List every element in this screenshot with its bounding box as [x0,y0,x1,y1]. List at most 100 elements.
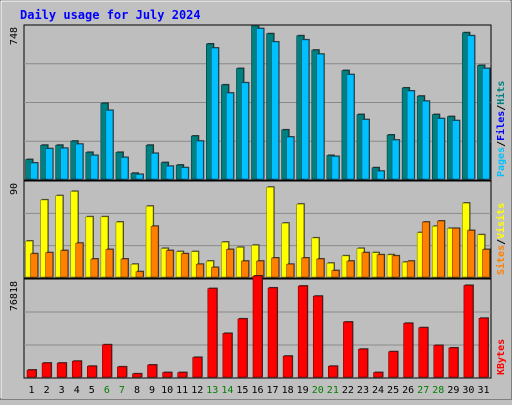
bar-kbytes-day-30 [463,285,474,378]
x-tick-label-22: 22 [342,385,354,396]
x-tick-label-21: 21 [327,385,339,396]
bar-visits-day-4 [70,191,79,278]
bar-files-day-10 [165,166,174,180]
bar-kbytes-day-19 [297,285,308,378]
x-tick-label-12: 12 [191,385,203,396]
bar-files-day-11 [180,167,189,180]
legend-entry-kbytes: KBytes [496,339,507,375]
bar-sites-day-5 [90,258,99,278]
chart-panels: 748Pages/Files/Hits90Sites/Visits76818KB… [9,24,507,379]
bar-files-day-22 [346,74,355,180]
x-tick-label-31: 31 [477,385,489,396]
bar-sites-day-21 [331,270,340,278]
bar-files-day-27 [421,100,430,180]
bar-kbytes-day-12 [192,357,203,378]
bar-sites-day-19 [301,257,309,278]
bar-files-day-24 [376,170,385,180]
bar-visits-day-3 [55,195,63,278]
x-tick-label-20: 20 [312,385,324,396]
bar-files-day-4 [75,143,84,180]
bar-files-day-17 [271,41,279,180]
bar-sites-day-17 [271,257,279,278]
panel-visits-ymax-label: 90 [9,183,20,195]
bar-files-day-1 [30,162,38,180]
legend-entry-visits: Visits [495,203,507,239]
bar-visits-day-17 [266,186,274,278]
bar-kbytes-day-21 [328,365,338,378]
bar-kbytes-day-10 [162,372,172,378]
panel-hits-ymax-label: 748 [9,27,20,45]
bar-sites-day-3 [60,250,68,278]
bar-files-day-3 [60,148,68,180]
x-tick-label-3: 3 [59,385,65,396]
bar-sites-day-18 [286,264,294,278]
bar-sites-day-8 [135,271,144,278]
legend-entry-files: Files [495,111,507,141]
bar-sites-day-27 [421,221,430,278]
bar-files-day-25 [391,139,400,180]
bar-kbytes-day-31 [478,317,489,378]
bar-kbytes-day-20 [312,295,323,378]
x-tick-label-7: 7 [119,385,125,396]
bar-files-day-31 [482,68,490,180]
bar-visits-day-8 [130,264,139,278]
bar-sites-day-26 [406,260,415,278]
bar-kbytes-day-27 [418,327,429,378]
bar-files-day-14 [226,92,234,180]
bar-kbytes-day-15 [237,318,248,378]
bar-visits-day-7 [115,221,124,278]
bar-visits-day-5 [85,216,94,278]
panel-visits: 90 Sites/Visits [9,180,507,279]
x-tick-label-17: 17 [267,385,279,396]
bar-kbytes-day-29 [448,347,459,378]
legend-entry-separator: / [496,105,507,111]
bar-sites-day-20 [316,258,325,278]
bar-sites-day-31 [482,249,490,278]
bar-kbytes-day-11 [177,372,187,378]
bar-sites-day-23 [361,252,370,278]
bar-files-day-18 [286,136,294,180]
panel-kbytes-ymax-label: 76818 [9,281,20,311]
bar-sites-day-11 [180,253,189,278]
bar-kbytes-day-1 [26,369,37,378]
bar-sites-day-2 [45,252,53,278]
bar-kbytes-day-6 [102,344,112,378]
bar-sites-day-28 [436,220,445,278]
bar-files-day-8 [135,174,144,180]
x-tick-label-25: 25 [387,385,399,396]
x-tick-label-27: 27 [417,385,429,396]
bar-kbytes-day-17 [267,287,278,378]
panel-visits-legend: Sites/Visits [495,203,507,275]
bar-sites-day-13 [211,267,219,278]
bar-files-day-7 [120,157,129,180]
bar-kbytes-day-3 [56,362,67,378]
x-tick-label-23: 23 [357,385,369,396]
bar-files-day-15 [241,82,249,180]
bar-kbytes-day-9 [147,364,157,378]
x-tick-label-4: 4 [74,385,80,396]
legend-entry-pages: Pages [496,147,507,177]
bar-visits-day-20 [311,237,320,278]
bar-files-day-23 [361,119,370,180]
bar-kbytes-day-7 [117,366,127,378]
bar-sites-day-22 [346,260,355,278]
bar-sites-day-10 [165,250,174,278]
bar-files-day-30 [467,35,475,180]
bar-visits-day-6 [100,216,109,278]
x-tick-label-14: 14 [221,385,233,396]
bar-files-day-9 [150,153,159,180]
bar-sites-day-24 [376,254,385,278]
x-tick-label-1: 1 [29,385,35,396]
bar-files-day-28 [436,118,445,180]
bar-files-day-16 [256,28,264,180]
bar-sites-day-29 [452,228,460,278]
bar-sites-day-14 [226,249,234,278]
x-tick-label-19: 19 [297,385,309,396]
bar-files-day-5 [90,155,99,180]
x-tick-label-15: 15 [236,385,248,396]
bar-files-day-2 [45,148,53,180]
bar-sites-day-30 [467,230,475,278]
